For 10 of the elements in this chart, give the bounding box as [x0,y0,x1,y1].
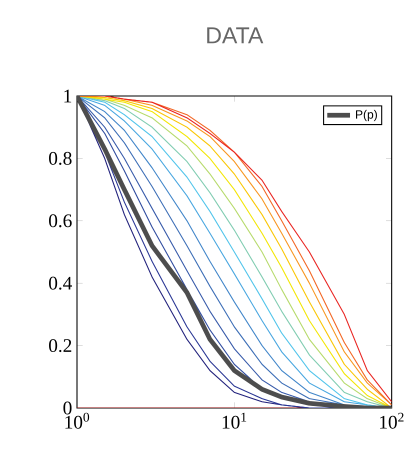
y-tick-label: 0.8 [49,152,72,165]
x-tick-label: 10$^{1}$ [222,412,246,429]
x-tick-label: 10$^{2}$ [380,412,404,429]
y-tick-label: 0 [63,402,72,414]
y-tick-label: 0.4 [49,276,72,290]
y-tick-label: 0.2 [49,339,72,352]
legend-label: P(p) [356,110,377,122]
y-tick-label: 1 [64,90,72,102]
chart-title: DATA [207,27,264,44]
y-tick-label: 0.6 [49,214,72,228]
